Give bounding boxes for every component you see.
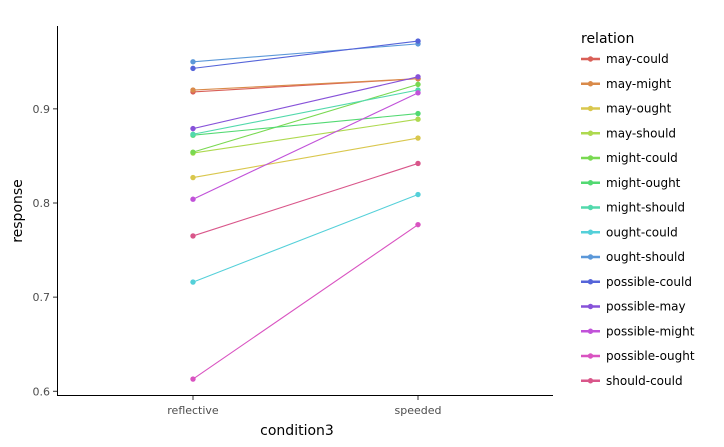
legend-key-dot <box>587 204 594 211</box>
legend-item-possible-may: possible-may <box>581 300 686 314</box>
series-line-ought-should <box>192 43 419 63</box>
legend-label: possible-ought <box>606 349 695 363</box>
data-point-may-ought-reflective <box>190 174 196 181</box>
legend-label: may-could <box>606 52 669 66</box>
legend-item-may-could: may-could <box>581 52 669 66</box>
legend-key-dot <box>587 353 594 359</box>
data-point-may-should-speeded <box>415 116 421 122</box>
series-line-ought-could <box>192 194 419 283</box>
data-point-might-could-reflective <box>190 149 196 155</box>
y-tick-label: 0.7 <box>33 291 51 304</box>
data-point-possible-might-speeded <box>415 90 421 96</box>
y-ticks: 0.6 0.7 0.8 0.9 <box>33 103 57 398</box>
data-point-possible-could-reflective <box>190 65 196 72</box>
legend-item-ought-should: ought-should <box>581 250 685 264</box>
legend-item-may-might: may-might <box>581 77 672 91</box>
data-point-ought-could-reflective <box>190 279 196 285</box>
legend-key-dot <box>587 229 594 235</box>
legend-label: should-could <box>606 374 683 388</box>
data-point-might-ought-speeded <box>415 110 421 117</box>
series-line-may-might <box>192 78 419 91</box>
legend-key-dot <box>587 328 594 334</box>
legend-label: may-ought <box>606 102 672 116</box>
legend-label: may-might <box>606 77 672 91</box>
data-point-possible-may-speeded <box>415 74 421 80</box>
legend-item-might-could: might-could <box>581 151 678 165</box>
series-line-should-could <box>192 162 419 237</box>
series-layer <box>190 38 421 382</box>
x-tick-label: speeded <box>395 404 442 417</box>
legend-item-ought-could: ought-could <box>581 225 678 239</box>
series-line-might-could <box>192 83 419 153</box>
plot-area: 0.6 0.7 0.8 0.9 reflective speeded <box>33 26 553 417</box>
legend-key-dot <box>587 81 594 87</box>
data-point-possible-ought-reflective <box>190 376 196 382</box>
series-line-possible-could <box>192 40 419 69</box>
legend-key-dot <box>587 303 594 310</box>
data-point-may-might-reflective <box>190 87 196 93</box>
legend-key-dot <box>587 254 594 260</box>
data-point-might-could-speeded <box>415 81 421 88</box>
x-tick-label: reflective <box>167 404 219 417</box>
legend-label: might-ought <box>606 176 681 190</box>
legend-key-dot <box>587 180 594 186</box>
legend-key-dot <box>587 105 594 112</box>
data-point-possible-could-speeded <box>415 38 421 44</box>
legend-item-possible-could: possible-could <box>581 275 692 289</box>
series-line-may-should <box>192 118 419 154</box>
data-point-ought-should-reflective <box>190 59 196 65</box>
legend-key-dot <box>587 279 594 285</box>
legend-label: possible-might <box>606 324 695 338</box>
y-tick-label: 0.6 <box>33 385 51 398</box>
data-point-should-could-reflective <box>190 233 196 239</box>
series-line-possible-ought <box>192 224 419 380</box>
data-point-might-should-reflective <box>190 131 196 137</box>
x-axis-title: condition3 <box>260 423 334 439</box>
legend-label: might-could <box>606 151 678 165</box>
data-point-possible-ought-speeded <box>415 221 421 228</box>
legend-label: ought-should <box>606 250 685 264</box>
legend-items: may-could may-might may-ought may-should mig… <box>581 52 695 388</box>
data-point-ought-could-speeded <box>415 191 421 198</box>
legend-item-possible-ought: possible-ought <box>581 349 695 363</box>
legend-key-dot <box>587 155 594 161</box>
data-point-possible-might-reflective <box>190 196 196 202</box>
data-point-should-could-speeded <box>415 160 421 167</box>
series-line-possible-might <box>192 92 419 200</box>
legend-key-dot <box>587 130 594 136</box>
legend-title: relation <box>581 31 634 47</box>
legend-label: may-should <box>606 126 676 140</box>
series-line-might-should <box>192 89 419 135</box>
legend-label: ought-could <box>606 225 678 239</box>
y-tick-label: 0.9 <box>33 103 51 116</box>
series-line-possible-may <box>192 76 419 130</box>
legend-item-might-should: might-should <box>581 201 685 215</box>
legend-item-may-ought: may-ought <box>581 102 672 116</box>
legend-item-possible-might: possible-might <box>581 324 695 338</box>
y-tick-label: 0.8 <box>33 197 51 210</box>
legend-item-should-could: should-could <box>581 374 683 388</box>
legend-key-dot <box>587 378 594 384</box>
series-line-might-ought <box>192 113 419 136</box>
data-point-possible-may-reflective <box>190 125 196 132</box>
legend-item-might-ought: might-ought <box>581 176 681 190</box>
series-line-may-ought <box>192 137 419 179</box>
data-point-may-ought-speeded <box>415 135 421 141</box>
x-ticks: reflective speeded <box>167 396 441 417</box>
legend-label: possible-may <box>606 300 686 314</box>
legend-label: might-should <box>606 201 685 215</box>
legend: relation may-couldmay-mightmay-oughtmay-… <box>581 31 695 388</box>
legend-item-may-should: may-should <box>581 126 676 140</box>
y-axis-title: response <box>10 179 26 243</box>
legend-key-dot <box>587 56 594 62</box>
legend-label: possible-could <box>606 275 692 289</box>
